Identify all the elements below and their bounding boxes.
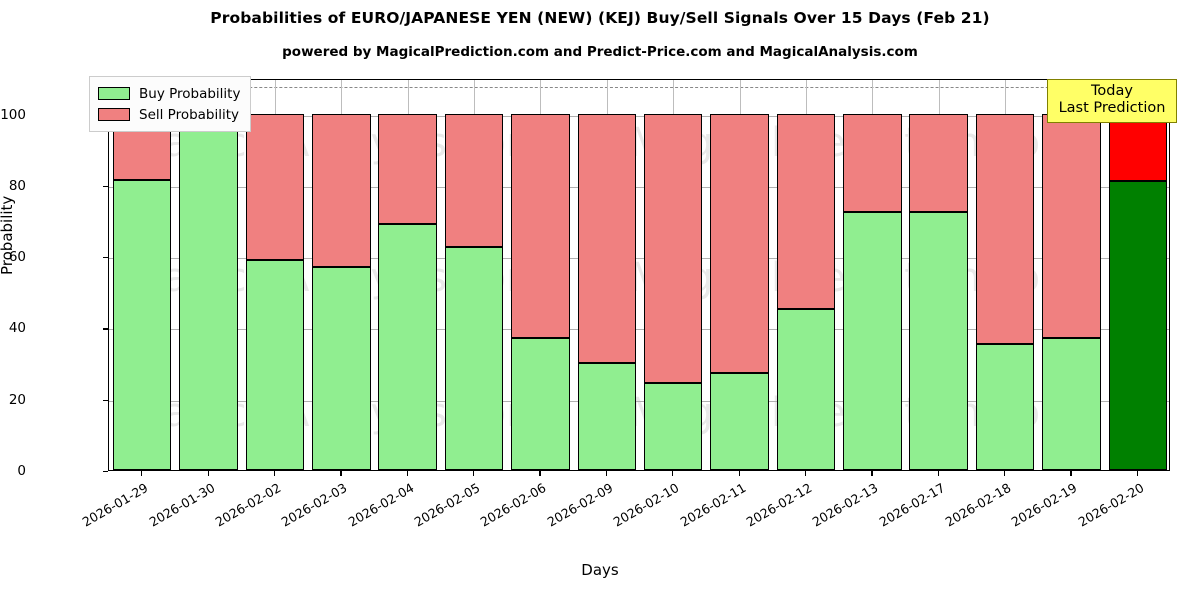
bar-today[interactable] xyxy=(1108,78,1167,470)
bar[interactable] xyxy=(909,78,968,470)
gridline-horizontal xyxy=(109,400,1169,402)
bar-segment-buy[interactable] xyxy=(577,363,636,470)
bar-segment-sell[interactable] xyxy=(378,113,437,225)
today-label: Today xyxy=(1091,83,1133,99)
x-axis-tick-mark xyxy=(406,471,408,476)
bar-segment-buy[interactable] xyxy=(710,372,769,470)
x-axis-tick-mark xyxy=(871,471,873,476)
bar-segment-sell[interactable] xyxy=(577,113,636,364)
bar-segment-sell[interactable] xyxy=(843,113,902,213)
bar[interactable] xyxy=(444,78,504,470)
bar[interactable] xyxy=(1042,78,1101,470)
gridline-horizontal xyxy=(109,115,1169,117)
gridline-horizontal xyxy=(109,329,1169,331)
gridline-horizontal xyxy=(109,258,1169,260)
legend-label-buy: Buy Probability xyxy=(139,85,241,102)
gridline-threshold xyxy=(109,87,1169,89)
x-axis-tick-mark xyxy=(1136,471,1138,476)
bar-segment-sell[interactable] xyxy=(643,113,703,384)
bar-segment-buy[interactable] xyxy=(312,266,371,470)
bar[interactable] xyxy=(378,78,437,470)
y-axis-tick-mark xyxy=(103,257,108,259)
bar-segment-buy[interactable] xyxy=(112,179,172,470)
bar[interactable] xyxy=(511,78,570,470)
bar-segment-sell[interactable] xyxy=(1108,113,1167,182)
x-axis-tick-mark xyxy=(473,471,475,476)
bar-segment-buy[interactable] xyxy=(776,308,836,470)
bar-segment-buy[interactable] xyxy=(378,224,437,470)
bar[interactable] xyxy=(643,78,703,470)
bar-segment-buy[interactable] xyxy=(643,383,703,470)
gridline-horizontal xyxy=(109,186,1169,188)
bar-segment-sell[interactable] xyxy=(710,113,769,373)
x-axis-label: Days xyxy=(581,561,619,579)
bar[interactable] xyxy=(577,78,636,470)
bar[interactable] xyxy=(312,78,371,470)
legend-label-sell: Sell Probability xyxy=(139,106,240,123)
bar-segment-sell[interactable] xyxy=(312,113,371,267)
y-axis-tick-label: 20 xyxy=(8,391,26,408)
x-axis-tick-mark xyxy=(207,471,209,476)
x-axis-tick-mark xyxy=(141,471,143,476)
y-axis-tick-label: 80 xyxy=(8,177,26,194)
bar-segment-sell[interactable] xyxy=(444,113,504,248)
legend-item-sell[interactable]: Sell Probability xyxy=(98,104,240,125)
y-axis-tick-label: 40 xyxy=(8,320,26,337)
bar-segment-buy[interactable] xyxy=(975,343,1035,470)
bar-segment-buy[interactable] xyxy=(511,338,570,470)
bar-segment-buy[interactable] xyxy=(444,247,504,470)
bar[interactable] xyxy=(975,78,1035,470)
y-axis-tick-mark xyxy=(103,399,108,401)
bar-segment-sell[interactable] xyxy=(909,113,968,213)
chart-subtitle: powered by MagicalPrediction.com and Pre… xyxy=(282,44,918,60)
legend-swatch-sell xyxy=(98,108,130,121)
bar-segment-buy[interactable] xyxy=(1042,338,1101,470)
x-axis-tick-mark xyxy=(340,471,342,476)
bar-segment-buy[interactable] xyxy=(179,113,238,470)
y-axis-tick-label: 100 xyxy=(0,106,26,123)
chart-legend: Buy Probability Sell Probability xyxy=(89,76,252,132)
y-axis-tick-mark xyxy=(103,471,108,473)
x-axis-tick-mark xyxy=(937,471,939,476)
x-axis-tick-mark xyxy=(672,471,674,476)
legend-swatch-buy xyxy=(98,87,130,100)
bar-segment-buy[interactable] xyxy=(1108,181,1167,470)
bar-segment-sell[interactable] xyxy=(511,113,570,339)
bar[interactable] xyxy=(245,78,305,470)
x-axis-tick-mark xyxy=(605,471,607,476)
x-axis-tick-mark xyxy=(804,471,807,476)
bar[interactable] xyxy=(710,78,769,470)
bar[interactable] xyxy=(179,78,238,470)
bar-segment-sell[interactable] xyxy=(245,113,305,260)
x-axis-tick-mark xyxy=(539,471,541,476)
y-axis-tick-label: 60 xyxy=(8,249,26,266)
last-prediction-label: Last Prediction xyxy=(1058,100,1166,117)
x-axis-tick-mark xyxy=(273,471,276,476)
bar-segment-sell[interactable] xyxy=(776,113,836,309)
bar[interactable] xyxy=(776,78,836,470)
y-axis-tick-label: 0 xyxy=(17,463,26,479)
y-axis-tick-mark xyxy=(103,185,108,188)
bar[interactable] xyxy=(112,78,172,470)
bar-segment-buy[interactable] xyxy=(909,212,968,470)
x-axis-tick-mark xyxy=(1004,471,1006,476)
bar-segment-sell[interactable] xyxy=(1042,113,1101,339)
bar-segment-buy[interactable] xyxy=(245,259,305,470)
today-last-prediction-badge: Today Last Prediction xyxy=(1047,79,1177,124)
legend-item-buy[interactable]: Buy Probability xyxy=(98,83,240,104)
bar[interactable] xyxy=(843,78,902,470)
page-title: Probabilities of EURO/JAPANESE YEN (NEW)… xyxy=(210,9,990,27)
y-axis-tick-mark xyxy=(103,328,108,330)
x-axis-tick-mark xyxy=(1070,471,1072,476)
bar-segment-buy[interactable] xyxy=(843,212,902,470)
x-axis-tick-mark xyxy=(738,471,740,476)
bar-segment-sell[interactable] xyxy=(975,113,1035,344)
plot-area: MagicalAnalysis.comMagicalPrediction.com… xyxy=(108,79,1170,471)
